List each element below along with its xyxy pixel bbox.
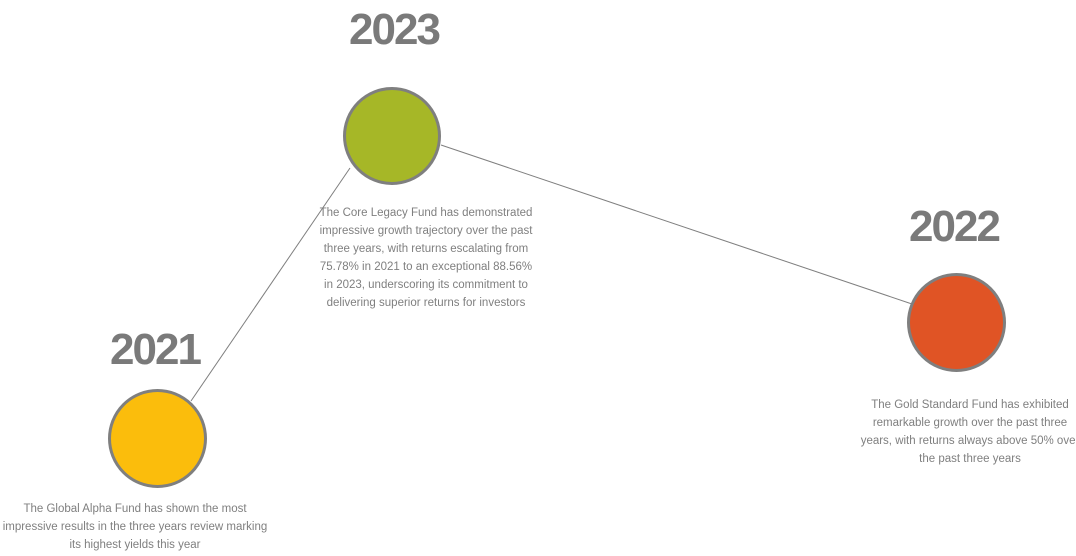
year-label-2022: 2022	[909, 202, 1001, 251]
connector-2023-to-2022	[440, 144, 913, 305]
milestone-node-2021	[108, 389, 207, 488]
milestone-description-2021: The Global Alpha Fund has shown the most…	[2, 503, 268, 551]
connector-2021-to-2023	[190, 167, 351, 402]
milestone-description-2023: The Core Legacy Fund has demonstrated im…	[319, 207, 533, 309]
milestone-description-2022: The Gold Standard Fund has exhibited rem…	[860, 399, 1076, 465]
milestone-node-2022	[907, 273, 1006, 372]
milestone-node-2023	[343, 87, 441, 185]
year-label-2021: 2021	[110, 325, 202, 374]
year-label-2023: 2023	[349, 5, 441, 54]
